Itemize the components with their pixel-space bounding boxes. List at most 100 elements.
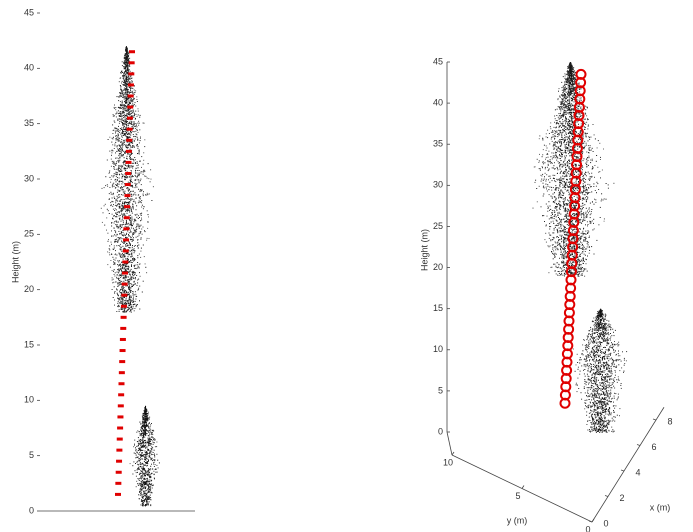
point <box>139 233 140 234</box>
point <box>141 435 142 436</box>
point <box>146 410 147 411</box>
point <box>142 421 143 422</box>
point <box>148 460 149 461</box>
point <box>112 186 113 187</box>
point <box>110 202 111 203</box>
point <box>131 176 132 177</box>
point <box>138 226 139 227</box>
point <box>578 266 579 267</box>
point <box>119 148 120 149</box>
point <box>144 491 145 492</box>
point <box>117 260 118 261</box>
point <box>113 162 114 163</box>
point <box>126 77 127 78</box>
z-tick-label: 15 <box>433 303 443 313</box>
point <box>125 270 126 271</box>
point <box>577 251 578 252</box>
point <box>122 125 123 126</box>
point <box>549 143 550 144</box>
point <box>144 415 145 416</box>
point <box>122 230 123 231</box>
point <box>120 210 121 211</box>
point <box>126 71 127 72</box>
point <box>123 312 124 313</box>
point <box>125 136 126 137</box>
point <box>565 107 566 108</box>
z-axis-label: Height (m) <box>419 229 429 271</box>
point <box>137 165 138 166</box>
point <box>135 187 136 188</box>
point <box>568 119 569 120</box>
y-axis-label: y (m) <box>507 515 528 525</box>
point <box>121 209 122 210</box>
point <box>136 452 137 453</box>
point <box>569 193 570 194</box>
point <box>134 221 135 222</box>
point <box>109 248 110 249</box>
point <box>126 55 127 56</box>
point <box>125 124 126 125</box>
point <box>116 135 117 136</box>
point <box>543 183 544 184</box>
point <box>127 63 128 64</box>
point <box>149 419 150 420</box>
point <box>133 446 134 447</box>
point <box>136 96 137 97</box>
point <box>584 191 585 192</box>
point <box>144 492 145 493</box>
point <box>150 429 151 430</box>
point <box>125 237 126 238</box>
point <box>128 165 129 166</box>
point <box>131 196 132 197</box>
point <box>137 280 138 281</box>
point <box>131 78 132 79</box>
point <box>119 119 120 120</box>
point <box>122 216 123 217</box>
point <box>127 121 128 122</box>
point <box>128 67 129 68</box>
point <box>119 121 120 122</box>
point <box>561 183 562 184</box>
point <box>553 149 554 150</box>
point <box>132 191 133 192</box>
point <box>134 147 135 148</box>
point <box>564 242 565 243</box>
point <box>128 292 129 293</box>
point <box>597 183 598 184</box>
point <box>133 145 134 146</box>
point <box>538 162 539 163</box>
point <box>125 253 126 254</box>
point <box>130 178 131 179</box>
point <box>141 492 142 493</box>
point <box>147 430 148 431</box>
point <box>119 181 120 182</box>
point <box>128 269 129 270</box>
point <box>118 170 119 171</box>
point <box>115 232 116 233</box>
point <box>130 215 131 216</box>
point <box>149 481 150 482</box>
point <box>144 485 145 486</box>
point <box>145 448 146 449</box>
point <box>126 114 127 115</box>
point <box>133 301 134 302</box>
point <box>120 188 121 189</box>
point <box>593 219 594 220</box>
point <box>134 294 135 295</box>
point <box>148 497 149 498</box>
point <box>114 248 115 249</box>
point <box>150 431 151 432</box>
point <box>115 109 116 110</box>
point <box>544 179 545 180</box>
point <box>134 259 135 260</box>
point <box>563 226 564 227</box>
point <box>116 221 117 222</box>
point <box>119 151 120 152</box>
point <box>141 456 142 457</box>
point <box>131 88 132 89</box>
point <box>560 169 561 170</box>
point <box>562 90 563 91</box>
point <box>130 245 131 246</box>
point <box>147 465 148 466</box>
point <box>128 133 129 134</box>
